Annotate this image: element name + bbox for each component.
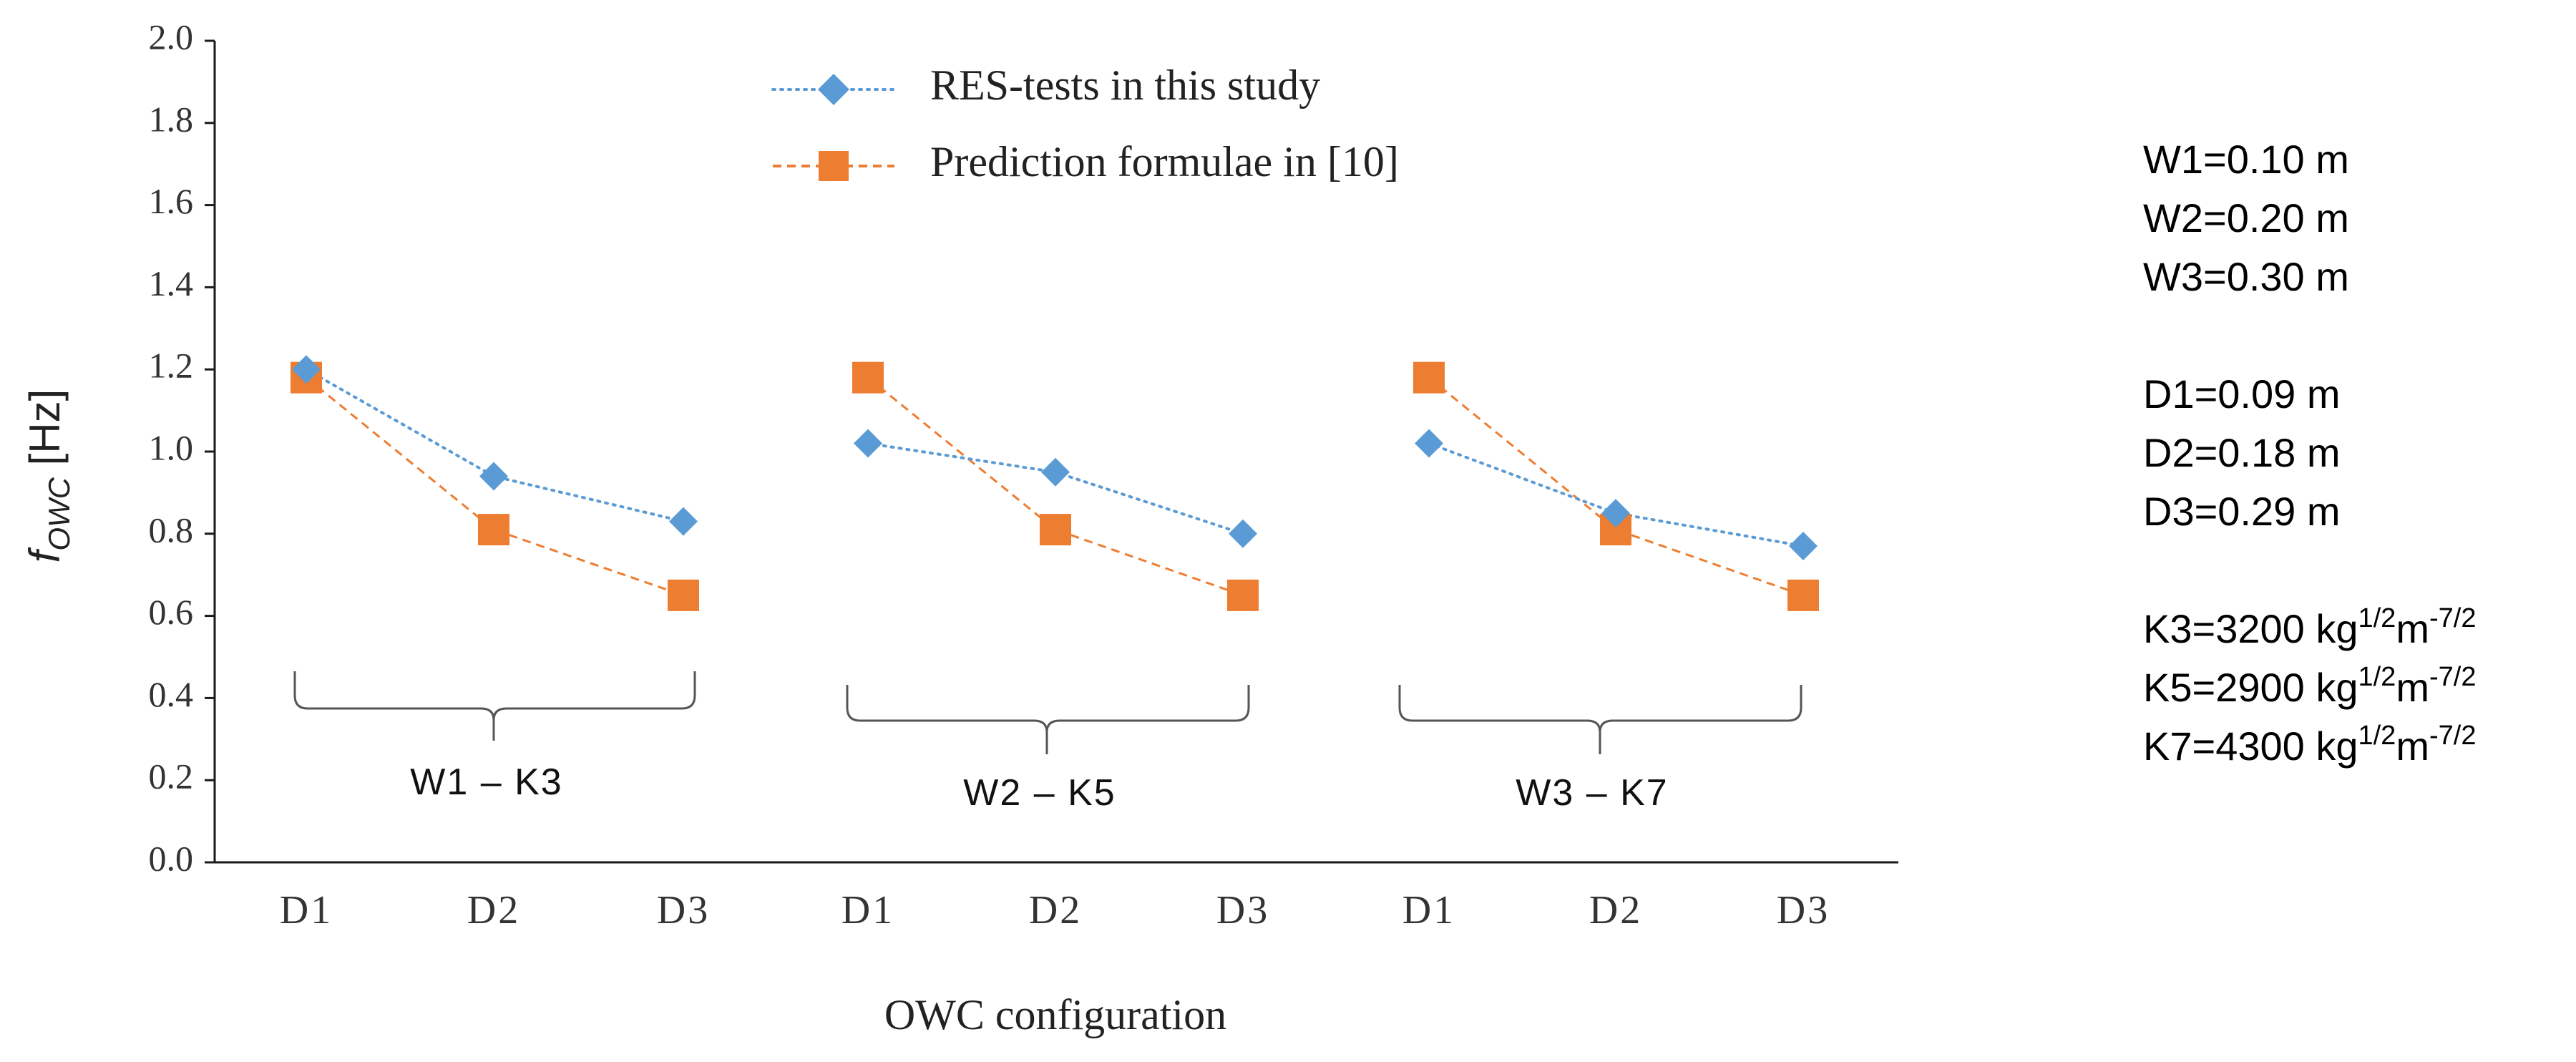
group-label-3: W3 – K7	[1516, 772, 1668, 814]
x-axis-title: OWC configuration	[884, 991, 1226, 1038]
pred-point	[1787, 579, 1819, 611]
group-label-2: W2 – K5	[963, 772, 1116, 814]
note-k5-prefix: K5=2900 kg	[2143, 665, 2358, 710]
note-k7-sup2: -7/2	[2429, 721, 2476, 751]
res-point	[479, 462, 508, 491]
note-k3-prefix: K3=3200 kg	[2143, 606, 2358, 651]
y-tick-label: 1.2	[149, 346, 194, 386]
pred-point	[1227, 579, 1259, 611]
pred-point	[668, 579, 699, 611]
note-k3-mid: m	[2396, 606, 2429, 651]
note-k5-mid: m	[2396, 665, 2429, 710]
y-tick-label: 1.8	[149, 99, 194, 139]
note-w1: W1=0.10 m	[2143, 137, 2349, 182]
parameter-notes: W1=0.10 m W2=0.20 m W3=0.30 m D1=0.09 m …	[2143, 137, 2476, 769]
legend: RES-tests in this study Prediction formu…	[771, 62, 1399, 185]
note-k7: K7=4300 kg1/2m-7/2	[2143, 721, 2476, 769]
y-tick-label: 0.8	[149, 510, 194, 550]
x-tick-label: D1	[1402, 888, 1455, 932]
y-axis-title-unit: [Hz]	[21, 389, 69, 477]
y-tick-label: 1.4	[149, 263, 194, 303]
note-k3-sup1: 1/2	[2358, 603, 2396, 633]
note-k3: K3=3200 kg1/2m-7/2	[2143, 603, 2476, 651]
pred-point	[1040, 514, 1071, 546]
x-tick-labels: D1 D2 D3 D1 D2 D3 D1 D2 D3	[280, 888, 1830, 932]
x-tick-label: D3	[1216, 888, 1269, 932]
y-axis-title-base: f	[21, 547, 69, 562]
group-brace-1	[293, 671, 696, 741]
legend-marker-square	[819, 151, 849, 181]
note-k3-sup2: -7/2	[2429, 603, 2476, 633]
pred-point	[478, 514, 509, 546]
note-w2: W2=0.20 m	[2143, 195, 2349, 240]
res-point	[669, 507, 698, 536]
y-tick-label: 0.4	[149, 674, 194, 714]
pred-point	[1413, 361, 1445, 394]
note-k7-sup1: 1/2	[2358, 721, 2396, 751]
group-brace-3	[1398, 685, 1802, 754]
y-tick-labels: 0.0 0.2 0.4 0.6 0.8 1.0 1.2 1.4 1.6 1.8 2.0	[149, 16, 194, 878]
x-tick-label: D1	[280, 888, 333, 932]
y-tick-label: 2.0	[149, 16, 194, 57]
note-k5-sup2: -7/2	[2429, 662, 2476, 692]
series-pred-line	[1428, 376, 1804, 597]
note-d2: D2=0.18 m	[2143, 430, 2341, 475]
note-k5-sup1: 1/2	[2358, 662, 2396, 692]
res-point	[1601, 499, 1630, 528]
series-layer	[291, 355, 1819, 611]
x-tick-label: D3	[657, 888, 710, 932]
note-k7-mid: m	[2396, 724, 2429, 769]
y-tick-label: 0.0	[149, 838, 194, 878]
x-tick-label: D2	[467, 888, 520, 932]
note-k5: K5=2900 kg1/2m-7/2	[2143, 662, 2476, 710]
res-point	[1789, 532, 1818, 561]
note-w3: W3=0.30 m	[2143, 254, 2349, 299]
legend-label-pred: Prediction formulae in [10]	[930, 138, 1399, 185]
y-axis-title-sub: OWC	[42, 477, 76, 550]
x-tick-label: D2	[1589, 888, 1642, 932]
x-tick-label: D2	[1029, 888, 1082, 932]
y-tick-label: 0.6	[149, 592, 194, 632]
y-tick-label: 1.0	[149, 427, 194, 467]
res-point	[1415, 429, 1443, 458]
y-axis-title: fOWC [Hz]	[21, 389, 76, 563]
series-res-line	[305, 368, 685, 523]
y-tick-marks	[205, 39, 215, 864]
group-brace-2	[846, 685, 1250, 754]
res-point	[1041, 457, 1070, 487]
y-tick-label: 1.6	[149, 181, 194, 221]
res-point	[292, 355, 321, 384]
x-tick-label: D1	[841, 888, 894, 932]
res-point	[1229, 519, 1257, 548]
note-d3: D3=0.29 m	[2143, 489, 2341, 534]
group-label-1: W1 – K3	[410, 761, 562, 803]
y-tick-label: 0.2	[149, 756, 194, 796]
series-pred-line	[867, 376, 1244, 597]
pred-point	[852, 361, 884, 394]
note-k7-prefix: K7=4300 kg	[2143, 724, 2358, 769]
legend-marker-diamond	[818, 74, 849, 105]
series-pred-line	[306, 376, 684, 597]
note-d1: D1=0.09 m	[2143, 371, 2341, 416]
res-point	[854, 429, 882, 458]
legend-label-res: RES-tests in this study	[930, 62, 1320, 109]
x-tick-label: D3	[1777, 888, 1830, 932]
